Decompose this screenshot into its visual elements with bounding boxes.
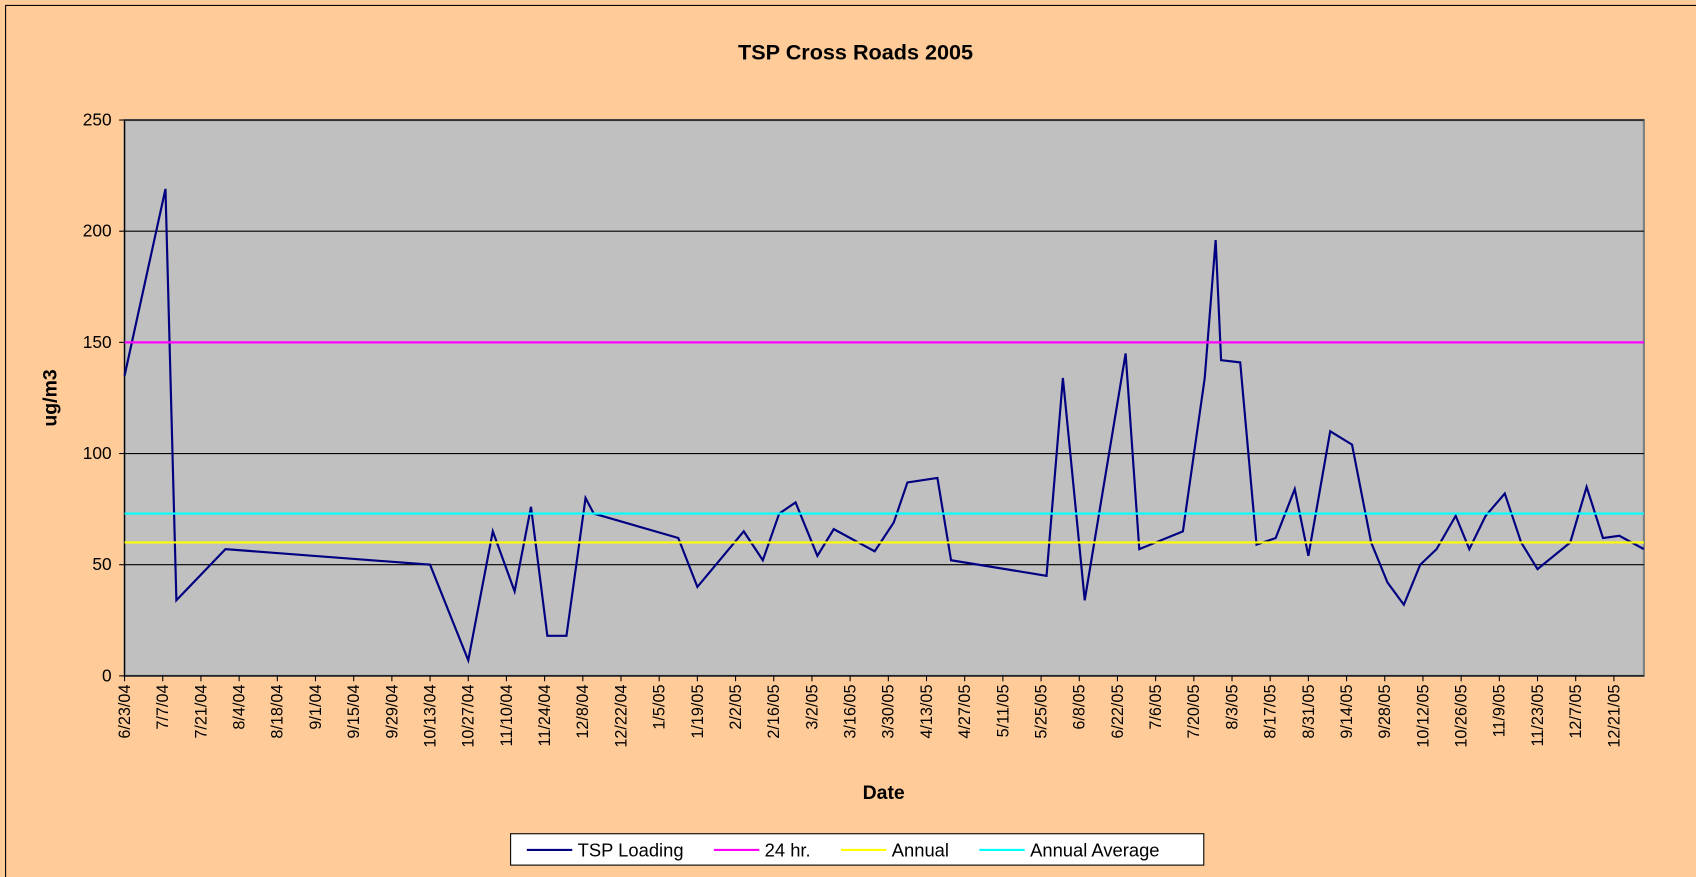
x-tick-label: 8/3/05 [1223, 685, 1241, 730]
y-tick-label: 250 [83, 109, 112, 129]
x-tick-label: 9/29/04 [383, 685, 401, 739]
x-tick-label: 1/5/05 [651, 685, 669, 730]
y-tick-label: 150 [83, 332, 112, 352]
series-line [123, 188, 1645, 665]
legend-label: Annual [892, 839, 949, 860]
x-tick-label: 12/21/05 [1605, 685, 1623, 748]
legend-label: Annual Average [1030, 839, 1159, 860]
x-tick-label: 11/9/05 [1491, 685, 1509, 738]
x-tick-label: 8/31/05 [1300, 685, 1318, 739]
y-tick-label: 0 [102, 665, 112, 685]
x-tick-label: 12/7/05 [1567, 685, 1585, 739]
x-tick-label: 10/12/05 [1414, 685, 1432, 748]
x-tick-label: 3/2/05 [803, 685, 821, 730]
x-tick-label: 12/8/04 [574, 685, 592, 739]
x-tick-label: 7/6/05 [1147, 685, 1165, 730]
chart-title: TSP Cross Roads 2005 [738, 39, 973, 64]
x-tick-label: 5/25/05 [1032, 685, 1050, 739]
legend-label: TSP Loading [578, 839, 684, 860]
x-tick-label: 10/27/04 [460, 685, 478, 748]
x-tick-label: 4/13/05 [918, 685, 936, 739]
x-tick-label: 7/21/04 [192, 685, 210, 739]
y-tick-label: 200 [83, 221, 112, 241]
x-tick-label: 9/15/04 [345, 685, 363, 739]
x-tick-label: 8/17/05 [1262, 685, 1280, 739]
x-tick-label: 9/14/05 [1338, 685, 1356, 739]
x-tick-label: 10/26/05 [1453, 685, 1471, 748]
x-tick-label: 8/4/04 [231, 685, 249, 730]
x-tick-label: 7/20/05 [1185, 685, 1203, 739]
x-tick-label: 2/2/05 [727, 685, 745, 730]
x-tick-label: 3/30/05 [880, 685, 898, 739]
x-tick-label: 12/22/04 [612, 685, 630, 748]
plot-area [123, 118, 1645, 677]
y-tick-label: 50 [92, 554, 111, 574]
x-tick-label: 9/28/05 [1376, 685, 1394, 739]
x-tick-label: 4/27/05 [956, 685, 974, 739]
x-tick-label: 11/23/05 [1529, 685, 1547, 747]
x-axis-label: Date [863, 782, 905, 804]
legend: TSP Loading 24 hr. Annual Annual Average [510, 833, 1205, 866]
x-tick-label: 9/1/04 [307, 685, 325, 730]
x-tick-label: 10/13/04 [421, 685, 439, 748]
x-tick-label: 5/11/05 [994, 685, 1012, 738]
x-tick-label: 7/7/04 [154, 685, 172, 730]
x-tick-label: 6/23/04 [116, 685, 134, 739]
legend-label: 24 hr. [765, 839, 811, 860]
x-tick-label: 3/16/05 [842, 685, 860, 739]
x-tick-label: 6/8/05 [1071, 685, 1089, 730]
x-tick-label: 6/22/05 [1109, 685, 1127, 739]
x-tick-label: 11/24/04 [536, 685, 554, 747]
x-tick-label: 11/10/04 [498, 685, 516, 747]
y-tick-label: 100 [83, 443, 112, 463]
x-tick-label: 8/18/04 [269, 685, 287, 739]
x-tick-label: 2/16/05 [765, 685, 783, 739]
y-axis-label: ug/m3 [39, 369, 61, 426]
x-tick-label: 1/19/05 [689, 685, 707, 739]
